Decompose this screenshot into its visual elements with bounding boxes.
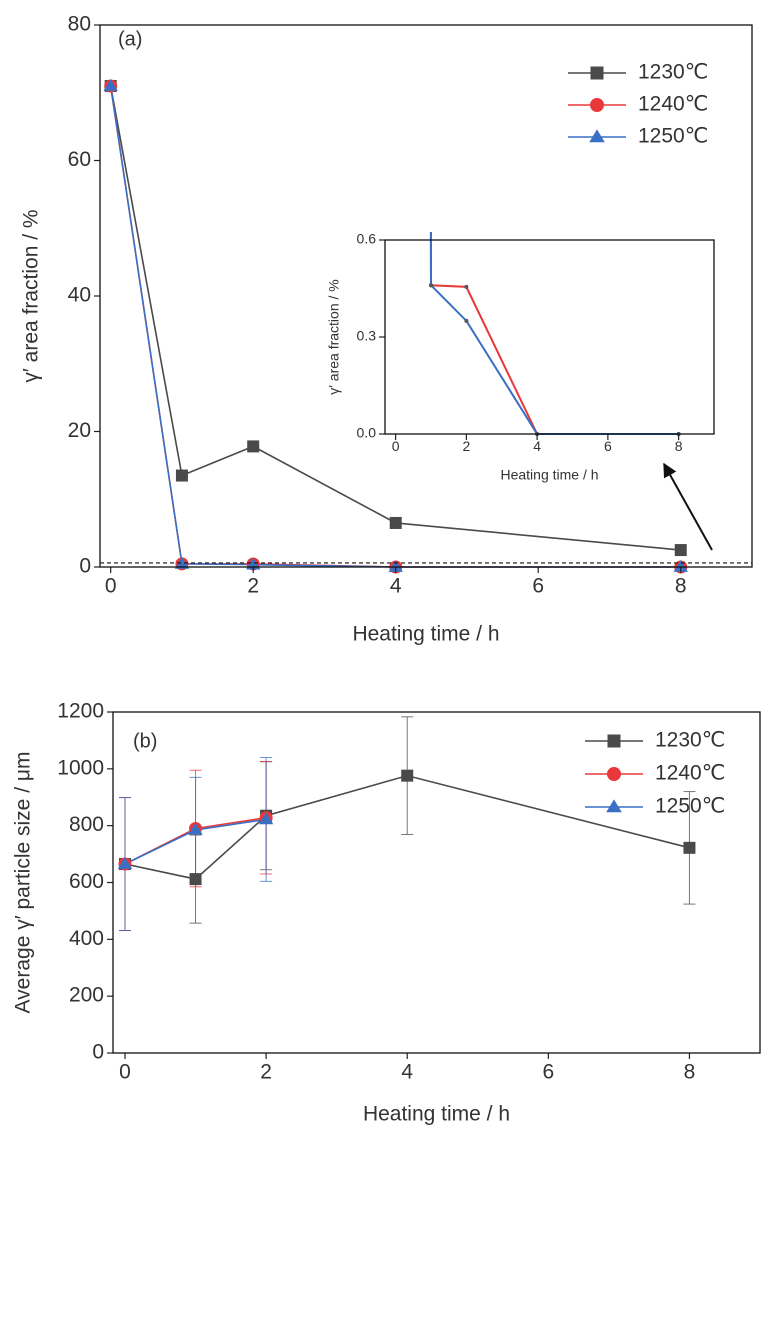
x-axis-label: Heating time / h (500, 467, 598, 483)
marker (117, 857, 133, 869)
marker (188, 822, 203, 835)
legend-label: 1230℃ (655, 729, 725, 752)
legend-label: 1240℃ (638, 93, 708, 116)
plot-area (385, 240, 714, 434)
x-tick-label: 0 (105, 574, 117, 597)
plot-frame (112, 711, 761, 1054)
panel-label: (b) (133, 730, 157, 752)
y-axis-label: γ′ area fraction / % (326, 279, 342, 394)
y-tick-label: 800 (69, 813, 104, 836)
marker (258, 812, 274, 825)
marker (401, 769, 414, 782)
y-tick-label: 1200 (57, 700, 104, 723)
x-axis-label: Heating time / h (352, 623, 499, 646)
x-tick-label: 0 (119, 1060, 131, 1083)
x-tick-label: 2 (247, 574, 259, 597)
plot-frame (384, 239, 715, 435)
arrow (663, 462, 713, 551)
marker (174, 556, 190, 569)
legend-marker (590, 98, 604, 112)
x-tick-label: 4 (401, 1060, 413, 1083)
y-tick-label: 200 (69, 984, 104, 1007)
marker (103, 78, 118, 91)
legend-label: 1250℃ (655, 795, 725, 818)
legend-marker (607, 767, 621, 781)
marker (428, 283, 433, 288)
legend-marker (607, 734, 621, 748)
legend-label: 1250℃ (638, 125, 708, 148)
marker (464, 284, 469, 289)
y-tick-label: 40 (68, 284, 91, 307)
x-tick-label: 6 (542, 1060, 554, 1083)
y-axis-label: Average γ′ particle size / μm (12, 752, 35, 1014)
y-tick-label: 0.6 (357, 231, 377, 247)
x-tick-label: 4 (390, 574, 402, 597)
x-tick-label: 2 (462, 438, 470, 454)
x-tick-label: 8 (675, 438, 683, 454)
plot-frame (99, 24, 753, 568)
legend-label: 1230℃ (638, 61, 708, 84)
y-axis-label: γ′ area fraction / % (20, 209, 43, 382)
marker (189, 873, 202, 886)
y-tick-label: 0.3 (357, 328, 377, 344)
marker (389, 516, 402, 529)
marker (674, 544, 687, 557)
y-tick-label: 0.0 (357, 425, 377, 441)
legend-marker (590, 66, 604, 80)
marker (388, 559, 403, 572)
plot-area (113, 712, 760, 1053)
y-tick-label: 0 (79, 555, 91, 578)
x-tick-label: 0 (392, 438, 400, 454)
y-tick-label: 20 (68, 419, 91, 442)
marker (247, 440, 260, 453)
y-tick-label: 80 (68, 13, 91, 36)
marker (464, 318, 469, 323)
x-tick-label: 8 (675, 574, 687, 597)
marker (673, 559, 688, 572)
x-tick-label: 4 (533, 438, 541, 454)
marker (175, 469, 188, 482)
y-tick-label: 1000 (57, 756, 104, 779)
panel-label: (a) (118, 28, 142, 50)
marker (683, 841, 696, 854)
legend-marker (606, 799, 622, 813)
y-tick-label: 0 (92, 1041, 104, 1064)
y-tick-label: 600 (69, 870, 104, 893)
x-tick-label: 6 (604, 438, 612, 454)
plot-group (117, 716, 696, 932)
x-tick-label: 8 (684, 1060, 696, 1083)
legend-marker (589, 129, 605, 143)
x-tick-label: 2 (260, 1060, 272, 1083)
x-axis-label: Heating time / h (363, 1103, 510, 1126)
plot-group (103, 78, 688, 574)
x-tick-label: 6 (532, 574, 544, 597)
y-tick-label: 60 (68, 148, 91, 171)
legend-label: 1240℃ (655, 762, 725, 785)
y-tick-label: 400 (69, 927, 104, 950)
